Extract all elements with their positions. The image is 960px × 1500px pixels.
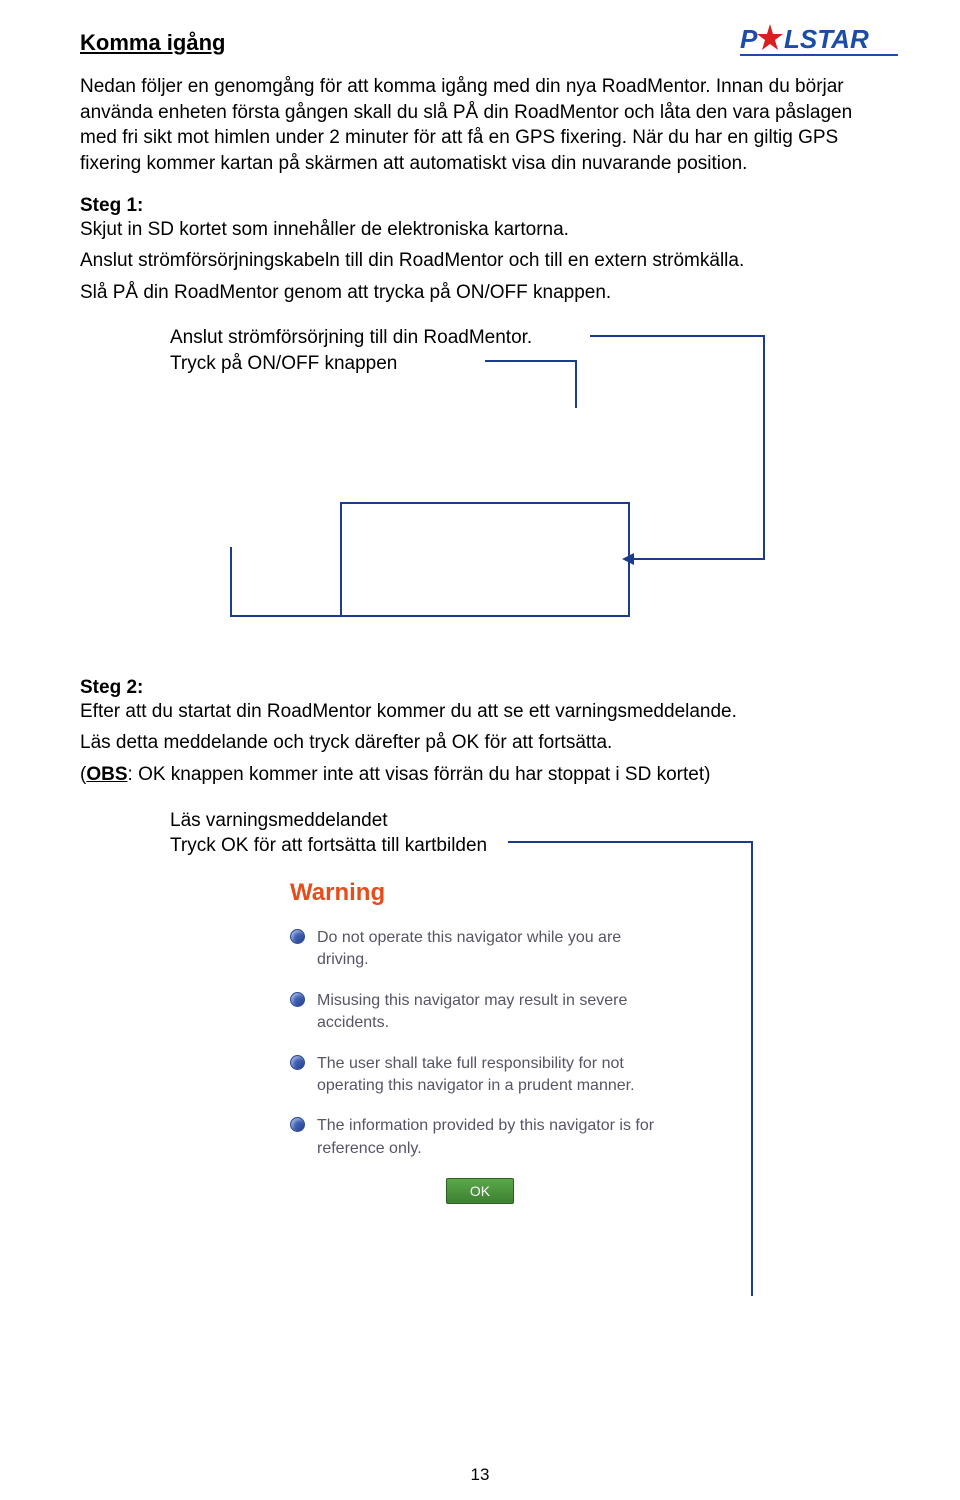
step2-label: Steg 2:: [80, 677, 143, 698]
step2-indent-line1: Läs varningsmeddelandet: [170, 808, 880, 834]
bullet-icon: [290, 1117, 305, 1132]
step1-indent-line2: Tryck på ON/OFF knappen: [170, 351, 880, 377]
step1-line1: Skjut in SD kortet som innehåller de ele…: [80, 217, 880, 243]
svg-text:P: P: [740, 24, 758, 54]
warning-item-3: The information provided by this navigat…: [290, 1115, 670, 1160]
diagram-1: [170, 377, 880, 637]
bullet-icon: [290, 929, 305, 944]
page-number: 13: [471, 1465, 490, 1485]
ok-button[interactable]: OK: [446, 1178, 514, 1204]
step2-indent-line2: Tryck OK för att fortsätta till kartbild…: [170, 833, 880, 859]
step1-line2: Anslut strömförsörjningskabeln till din …: [80, 248, 880, 274]
bullet-icon: [290, 1055, 305, 1070]
step2-line3: (OBS: OK knappen kommer inte att visas f…: [80, 762, 880, 788]
warning-title: Warning: [290, 879, 670, 907]
warning-item-0: Do not operate this navigator while you …: [290, 927, 670, 972]
step1-label: Steg 1:: [80, 195, 143, 216]
diagram-rect: [340, 502, 630, 617]
step2-line1: Efter att du startat din RoadMentor komm…: [80, 699, 880, 725]
svg-text:LSTAR: LSTAR: [784, 24, 869, 54]
intro-paragraph: Nedan följer en genomgång för att komma …: [80, 74, 880, 177]
step2-line2: Läs detta meddelande och tryck därefter …: [80, 730, 880, 756]
step1-line3: Slå PÅ din RoadMentor genom att trycka p…: [80, 280, 880, 306]
warning-panel: Warning Do not operate this navigator wh…: [290, 879, 670, 1204]
polstar-logo: P LSTAR: [740, 20, 900, 65]
warning-item-1: Misusing this navigator may result in se…: [290, 990, 670, 1035]
bullet-icon: [290, 992, 305, 1007]
step1-indent-line1: Anslut strömförsörjning till din RoadMen…: [170, 325, 880, 351]
warning-item-2: The user shall take full responsibility …: [290, 1053, 670, 1098]
